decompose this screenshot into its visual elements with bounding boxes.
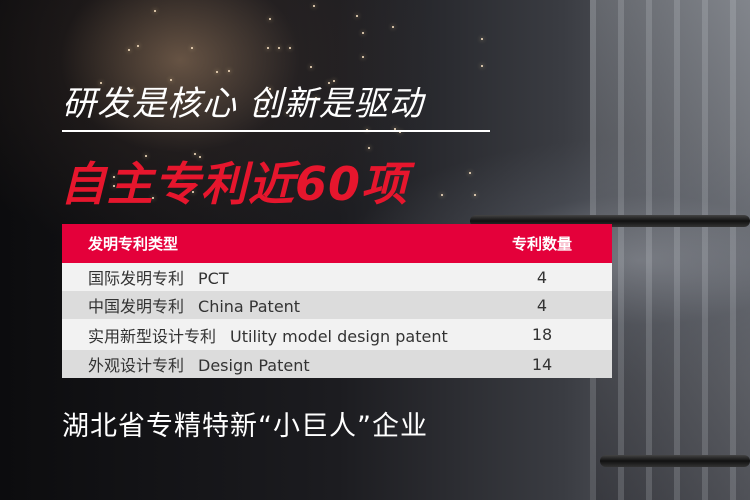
spark bbox=[130, 88, 133, 91]
spark bbox=[393, 128, 396, 131]
spark bbox=[469, 172, 472, 175]
spark bbox=[154, 10, 156, 12]
type-cn: 国际发明专利 bbox=[88, 269, 185, 288]
headline: 自主专利近60项 bbox=[60, 157, 409, 211]
header-type: 发明专利类型 bbox=[62, 224, 472, 263]
type-cn: 外观设计专利 bbox=[88, 356, 185, 375]
table-header-row: 发明专利类型 专利数量 bbox=[62, 224, 612, 263]
background-machinery bbox=[590, 0, 750, 500]
spark bbox=[315, 97, 318, 100]
spark bbox=[269, 18, 272, 21]
spark bbox=[368, 147, 371, 150]
table-row: 国际发明专利 PCT 4 bbox=[62, 263, 612, 291]
type-en: Design Patent bbox=[198, 356, 310, 375]
type-cn: 实用新型设计专利 bbox=[88, 326, 217, 346]
table-row: 外观设计专利 Design Patent 14 bbox=[62, 350, 612, 378]
spark bbox=[266, 101, 269, 104]
slogan: 研发是核心 创新是驱动 bbox=[62, 84, 424, 124]
spark bbox=[137, 44, 140, 47]
spark bbox=[112, 175, 115, 178]
spark bbox=[474, 193, 477, 196]
spark bbox=[309, 66, 312, 69]
spark bbox=[285, 112, 288, 115]
background-roller bbox=[600, 455, 750, 467]
footer-tagline: 湖北省专精特新“小巨人”企业 bbox=[62, 411, 428, 442]
spark bbox=[392, 26, 395, 29]
spark bbox=[264, 167, 267, 170]
spark bbox=[227, 70, 230, 72]
spark bbox=[199, 156, 202, 159]
spark bbox=[269, 87, 272, 90]
spark bbox=[113, 185, 116, 188]
table-row: 中国发明专利 China Patent 4 bbox=[62, 291, 612, 319]
spark bbox=[289, 47, 292, 49]
type-en: China Patent bbox=[198, 297, 301, 316]
spark bbox=[215, 71, 218, 74]
spark bbox=[170, 78, 173, 81]
spark bbox=[362, 56, 365, 59]
spark bbox=[144, 154, 147, 157]
type-en: Utility model design patent bbox=[230, 326, 448, 346]
spark bbox=[277, 47, 280, 50]
spark bbox=[481, 64, 484, 67]
spark bbox=[333, 80, 336, 83]
spark bbox=[267, 46, 270, 49]
spark bbox=[180, 176, 183, 179]
count: 14 bbox=[472, 350, 612, 378]
spark bbox=[193, 153, 196, 156]
spark bbox=[128, 48, 131, 51]
divider bbox=[62, 130, 490, 132]
count: 4 bbox=[472, 291, 612, 319]
spark bbox=[190, 47, 193, 50]
spark bbox=[481, 37, 484, 40]
spark bbox=[100, 82, 102, 85]
patent-table: 发明专利类型 专利数量 国际发明专利 PCT 4 中国发明专利 China Pate… bbox=[62, 224, 612, 378]
count: 18 bbox=[472, 319, 612, 350]
type-en: PCT bbox=[198, 269, 229, 288]
table-row: 实用新型设计专利 Utility model design patent 18 bbox=[62, 319, 612, 350]
spark bbox=[264, 99, 267, 102]
spark bbox=[440, 193, 443, 196]
header-count: 专利数量 bbox=[472, 224, 612, 263]
spark bbox=[356, 15, 359, 18]
spark bbox=[362, 31, 365, 34]
spark bbox=[256, 110, 259, 113]
spark bbox=[327, 82, 330, 85]
count: 4 bbox=[472, 263, 612, 291]
spark bbox=[192, 191, 195, 194]
spark bbox=[151, 197, 154, 200]
type-cn: 中国发明专利 bbox=[88, 297, 185, 316]
spark bbox=[312, 4, 315, 7]
